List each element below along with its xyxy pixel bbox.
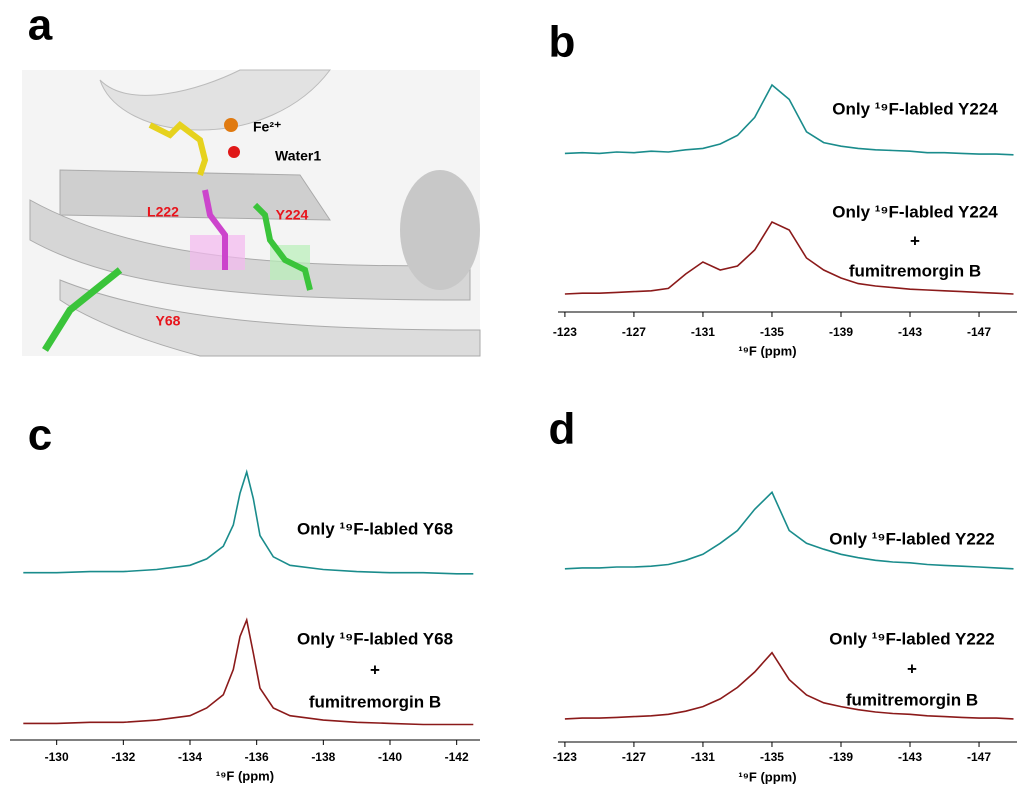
x-tick-label: -135 bbox=[760, 750, 784, 764]
spectrum-line bbox=[565, 222, 1014, 294]
x-tick-label: -143 bbox=[898, 325, 922, 339]
panel-letter: a bbox=[28, 1, 53, 50]
spectrum-label: fumitremorgin B bbox=[846, 690, 978, 709]
panel-letter: d bbox=[549, 405, 576, 454]
x-tick-label: -134 bbox=[178, 750, 202, 764]
x-tick-label: -132 bbox=[111, 750, 135, 764]
x-tick-label: -131 bbox=[691, 325, 715, 339]
spectrum-label: + bbox=[370, 660, 380, 679]
figure: a b c d Fe²⁺ Water1 L222 Y224 Y68 -123 -127 -131 -13… bbox=[0, 0, 1017, 790]
helix bbox=[400, 170, 480, 290]
x-tick-label: -138 bbox=[311, 750, 335, 764]
spectrum-label: Only ¹⁹F-labled Y224 bbox=[832, 202, 998, 221]
spectrum-label: + bbox=[910, 231, 920, 250]
spectrum-label: Only ¹⁹F-labled Y68 bbox=[297, 519, 453, 538]
structure-image bbox=[22, 70, 480, 356]
panel-letter: c bbox=[28, 411, 52, 460]
spectrum-line bbox=[565, 85, 1014, 155]
spectrum-label: fumitremorgin B bbox=[849, 261, 981, 280]
structure-label: Y68 bbox=[156, 313, 181, 329]
x-tick-label: -147 bbox=[967, 750, 991, 764]
x-tick-label: -136 bbox=[245, 750, 269, 764]
spectrum-label: Only ¹⁹F-labled Y68 bbox=[297, 629, 453, 648]
structure-label: L222 bbox=[147, 204, 179, 220]
x-tick-label: -143 bbox=[898, 750, 922, 764]
water-sphere bbox=[228, 146, 240, 158]
x-tick-label: -130 bbox=[45, 750, 69, 764]
x-axis-label: ¹⁹F (ppm) bbox=[738, 343, 796, 358]
x-tick-label: -139 bbox=[829, 325, 853, 339]
highlight bbox=[190, 235, 245, 270]
x-axis-label: ¹⁹F (ppm) bbox=[738, 769, 796, 784]
x-tick-label: -135 bbox=[760, 325, 784, 339]
x-axis-label: ¹⁹F (ppm) bbox=[216, 768, 274, 783]
iron-sphere bbox=[224, 118, 238, 132]
x-tick-label: -140 bbox=[378, 750, 402, 764]
x-tick-label: -123 bbox=[553, 325, 577, 339]
panel-letter: b bbox=[549, 18, 576, 67]
structure-label: Fe²⁺ bbox=[253, 119, 281, 135]
x-tick-label: -147 bbox=[967, 325, 991, 339]
structure-label: Y224 bbox=[276, 207, 309, 223]
spectrum-label: Only ¹⁹F-labled Y224 bbox=[832, 99, 998, 118]
spectrum-label: Only ¹⁹F-labled Y222 bbox=[829, 529, 995, 548]
spectrum-label: Only ¹⁹F-labled Y222 bbox=[829, 629, 995, 648]
structure-label: Water1 bbox=[275, 148, 321, 164]
x-tick-label: -127 bbox=[622, 325, 646, 339]
x-tick-label: -131 bbox=[691, 750, 715, 764]
spectrum-label: fumitremorgin B bbox=[309, 692, 441, 711]
x-tick-label: -123 bbox=[553, 750, 577, 764]
spectrum-label: + bbox=[907, 659, 917, 678]
x-tick-label: -142 bbox=[445, 750, 469, 764]
x-tick-label: -127 bbox=[622, 750, 646, 764]
x-tick-label: -139 bbox=[829, 750, 853, 764]
